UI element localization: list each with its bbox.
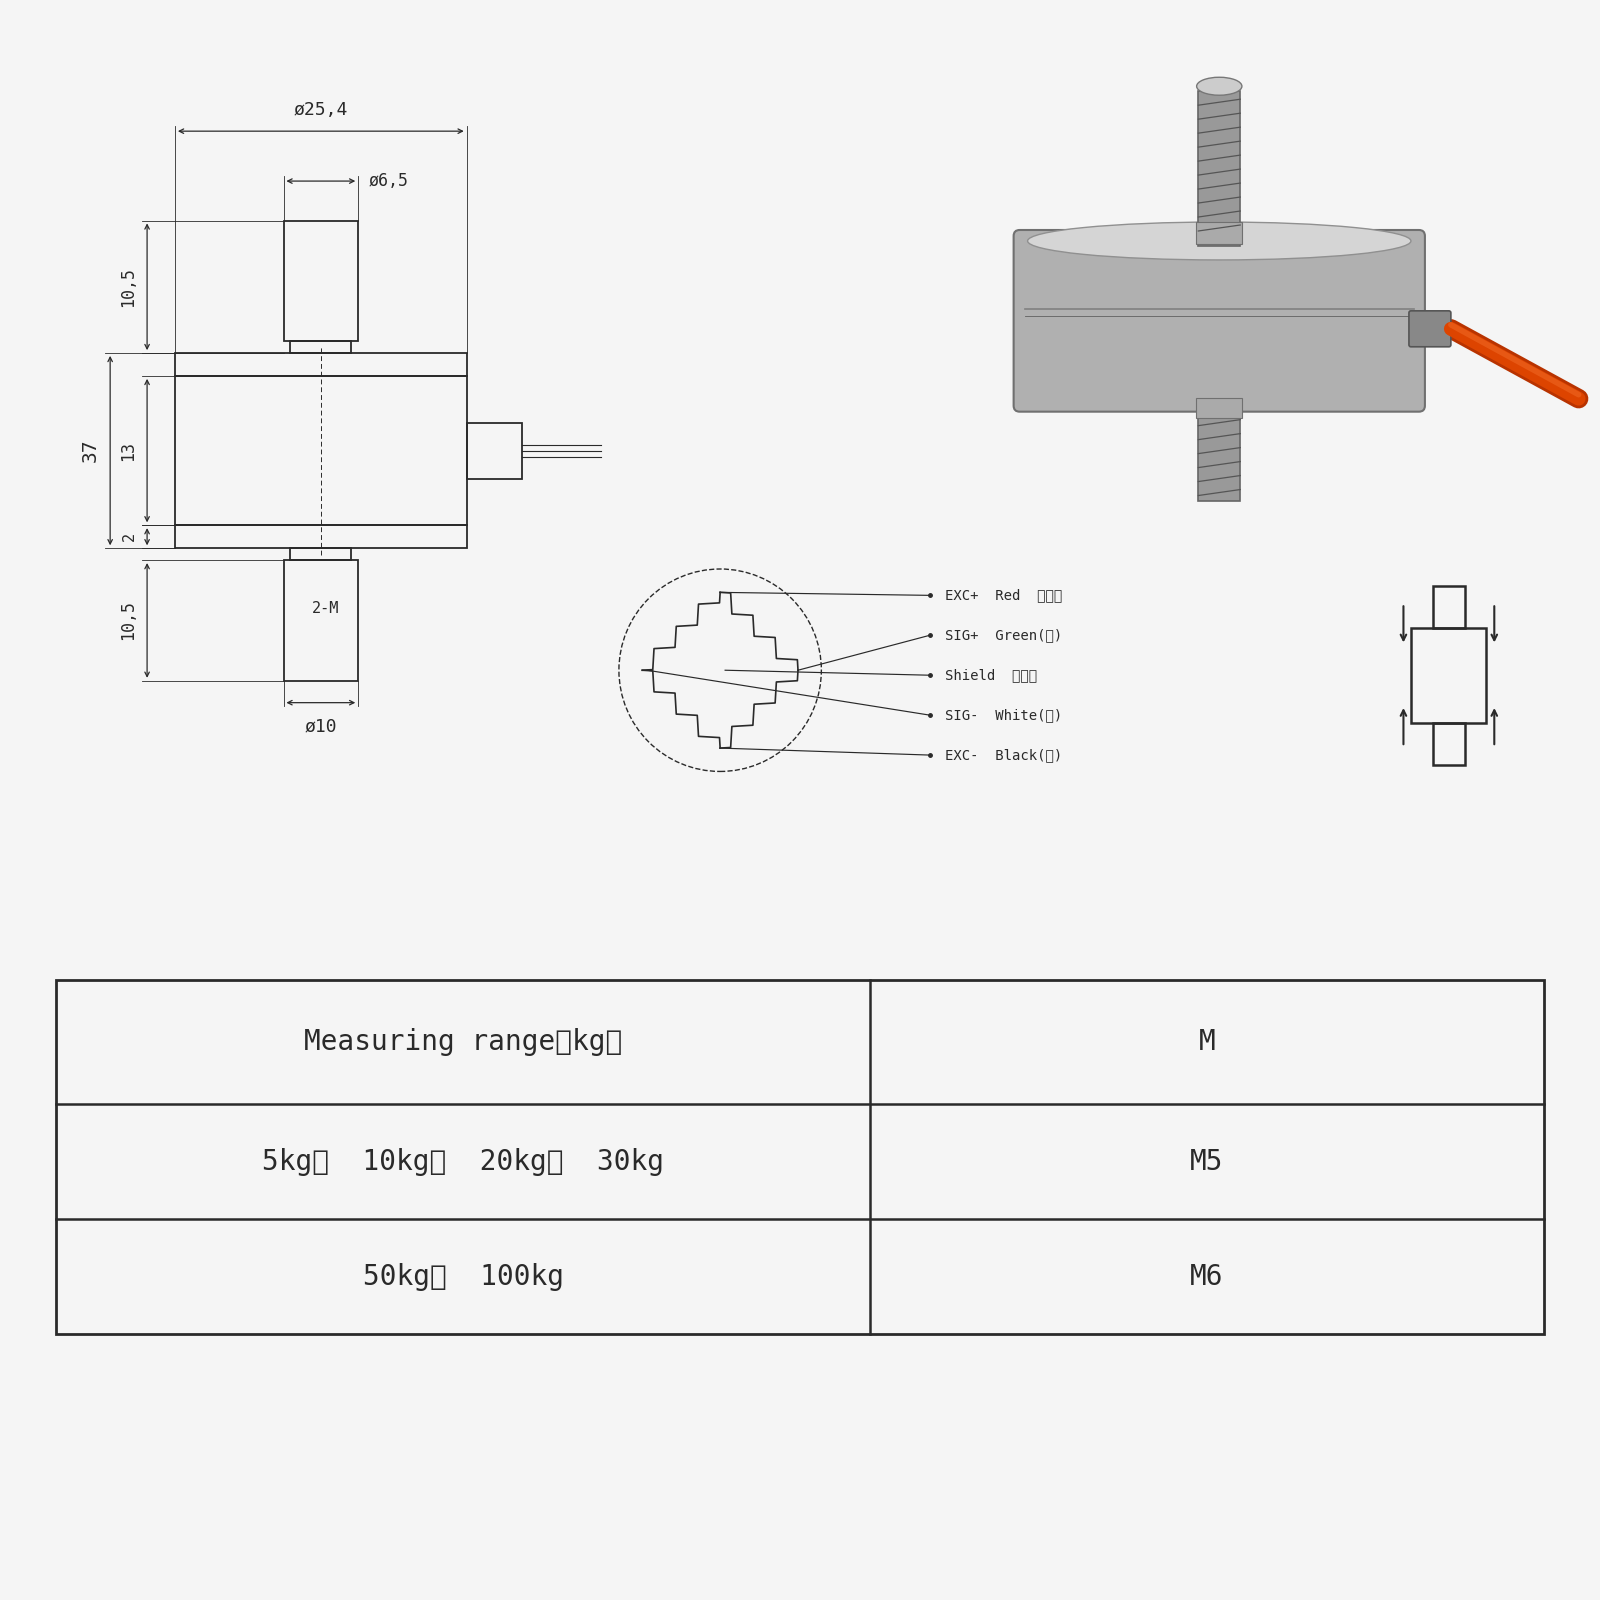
Text: 2-M: 2-M — [312, 602, 339, 616]
Bar — [1411, 627, 1486, 723]
Bar — [1198, 400, 1240, 501]
Text: 10,5: 10,5 — [118, 600, 138, 640]
Text: 2: 2 — [122, 533, 138, 541]
Text: 13: 13 — [118, 440, 138, 461]
Text: 37: 37 — [82, 438, 101, 462]
Bar — [290, 549, 352, 560]
Bar — [174, 354, 467, 376]
Bar — [1434, 723, 1466, 765]
Bar — [56, 979, 1544, 1334]
Text: EXC+  Red  （红）: EXC+ Red （红） — [944, 589, 1062, 602]
Bar — [283, 221, 358, 341]
Bar — [1197, 398, 1242, 418]
Bar — [174, 376, 467, 525]
Text: ø6,5: ø6,5 — [368, 173, 408, 190]
Text: 50kg，  100kg: 50kg， 100kg — [363, 1262, 563, 1291]
Text: SIG-  White(白): SIG- White(白) — [944, 709, 1062, 722]
Text: ø25,4: ø25,4 — [294, 101, 349, 118]
Bar — [1198, 91, 1240, 246]
Bar — [283, 560, 358, 680]
FancyBboxPatch shape — [1014, 230, 1426, 411]
Text: Measuring range（kg）: Measuring range（kg） — [304, 1029, 622, 1056]
Bar — [467, 422, 522, 478]
Bar — [290, 341, 352, 354]
Text: M6: M6 — [1190, 1262, 1224, 1291]
Text: EXC-  Black(黑): EXC- Black(黑) — [944, 749, 1062, 762]
Text: ø10: ø10 — [304, 718, 338, 736]
Text: M5: M5 — [1190, 1147, 1224, 1176]
Bar — [174, 525, 467, 549]
Text: Shield  屏蔽线: Shield 屏蔽线 — [944, 669, 1037, 682]
Text: M: M — [1198, 1029, 1214, 1056]
Bar — [1197, 222, 1242, 243]
Ellipse shape — [1197, 77, 1242, 96]
Text: 5kg，  10kg，  20kg，  30kg: 5kg， 10kg， 20kg， 30kg — [262, 1147, 664, 1176]
FancyBboxPatch shape — [1410, 310, 1451, 347]
Ellipse shape — [1027, 222, 1411, 259]
Bar — [1434, 586, 1466, 627]
Text: SIG+  Green(绿): SIG+ Green(绿) — [944, 629, 1062, 642]
Text: 10,5: 10,5 — [118, 267, 138, 307]
